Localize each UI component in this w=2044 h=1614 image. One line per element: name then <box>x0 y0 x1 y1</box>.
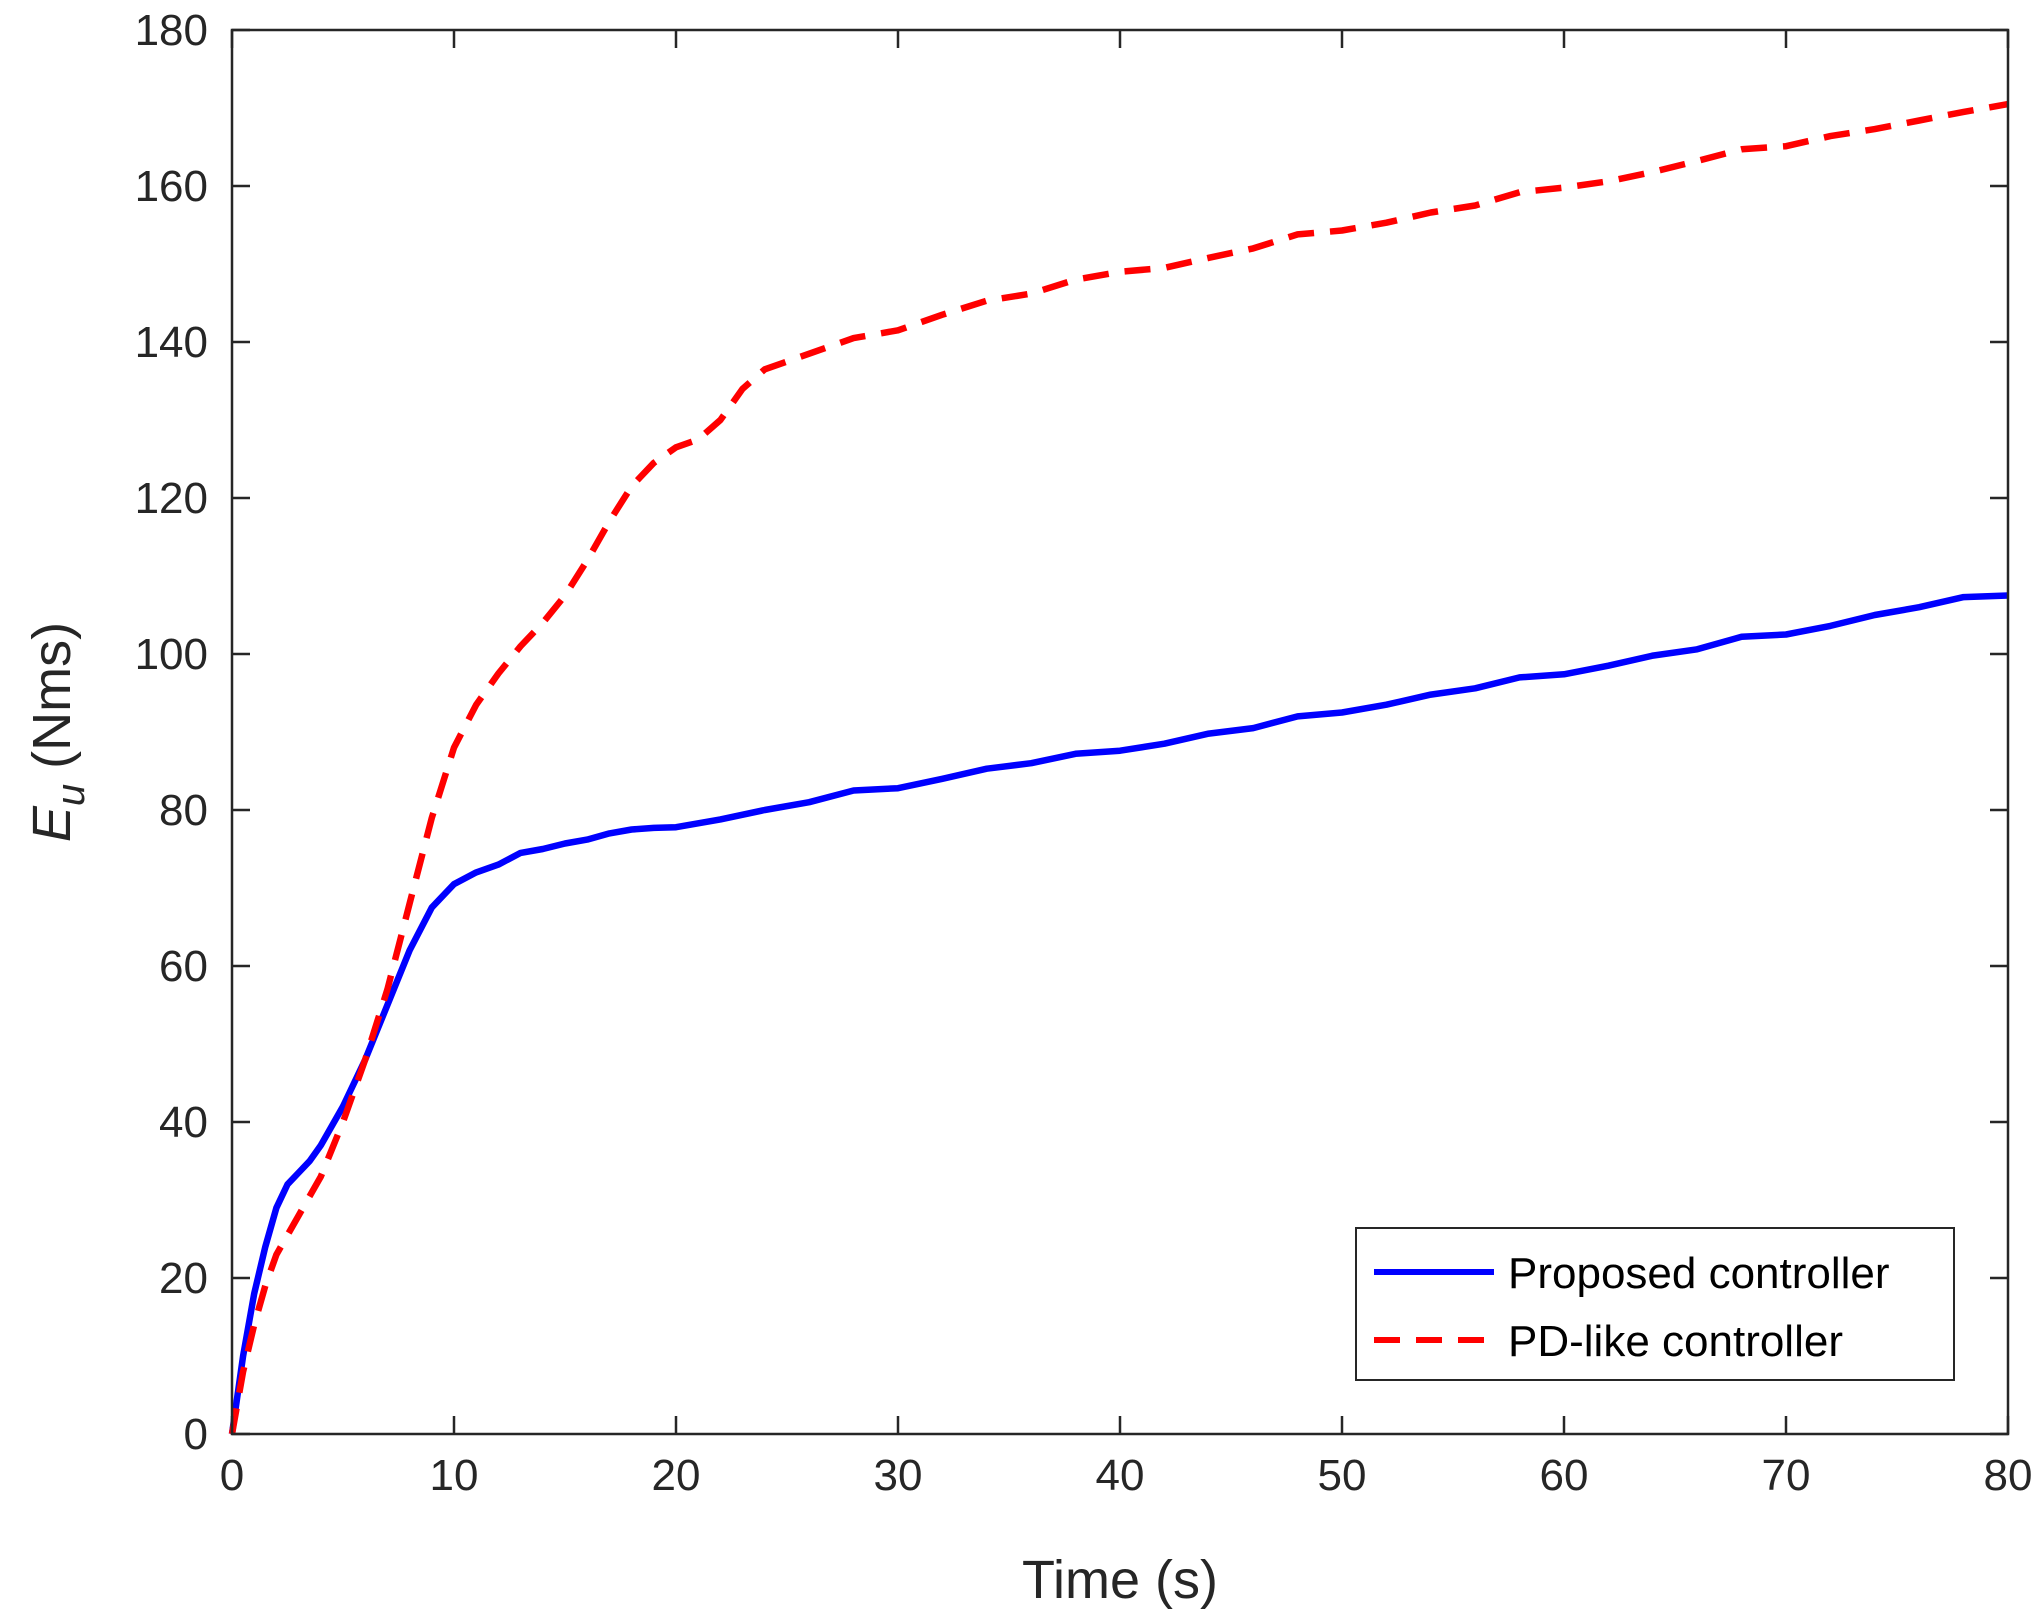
y-axis-label: Eu (Nms) <box>22 622 93 842</box>
y-tick-label: 140 <box>135 318 208 367</box>
y-tick-label: 100 <box>135 630 208 679</box>
y-tick-label: 20 <box>159 1254 208 1303</box>
legend-box <box>1355 1227 1955 1381</box>
legend-label-proposed: Proposed controller <box>1508 1249 1890 1298</box>
legend-label-pd-like: PD-like controller <box>1508 1317 1843 1366</box>
y-tick-label: 60 <box>159 942 208 991</box>
x-tick-label: 60 <box>1540 1451 1589 1500</box>
y-tick-label: 180 <box>135 6 208 55</box>
y-axis-symbol: E <box>22 805 82 842</box>
y-tick-label: 120 <box>135 474 208 523</box>
x-axis-label: Time (s) <box>1022 1550 1218 1610</box>
legend: Proposed controller PD-like controller <box>1355 1227 1955 1381</box>
x-tick-label: 70 <box>1762 1451 1811 1500</box>
y-tick-label: 80 <box>159 786 208 835</box>
ticks-layer: 0 10 20 30 40 50 60 70 80 0 20 40 60 80 100 120 140 160 18… <box>135 6 2033 1500</box>
y-tick-label: 40 <box>159 1098 208 1147</box>
x-tick-label: 30 <box>874 1451 923 1500</box>
x-tick-label: 50 <box>1318 1451 1367 1500</box>
y-axis-unit: (Nms) <box>22 622 82 784</box>
x-tick-label: 10 <box>430 1451 479 1500</box>
x-tick-label: 0 <box>220 1451 244 1500</box>
series-layer <box>228 100 2009 1435</box>
y-tick-label: 160 <box>135 162 208 211</box>
plot-frame <box>230 28 2010 1436</box>
y-axis-subscript: u <box>49 784 93 806</box>
series-line-pd-like <box>228 100 2009 1435</box>
x-tick-label: 80 <box>1984 1451 2033 1500</box>
y-tick-label: 0 <box>184 1410 208 1459</box>
x-tick-label: 20 <box>652 1451 701 1500</box>
x-tick-label: 40 <box>1096 1451 1145 1500</box>
series-line-proposed <box>228 592 2009 1435</box>
